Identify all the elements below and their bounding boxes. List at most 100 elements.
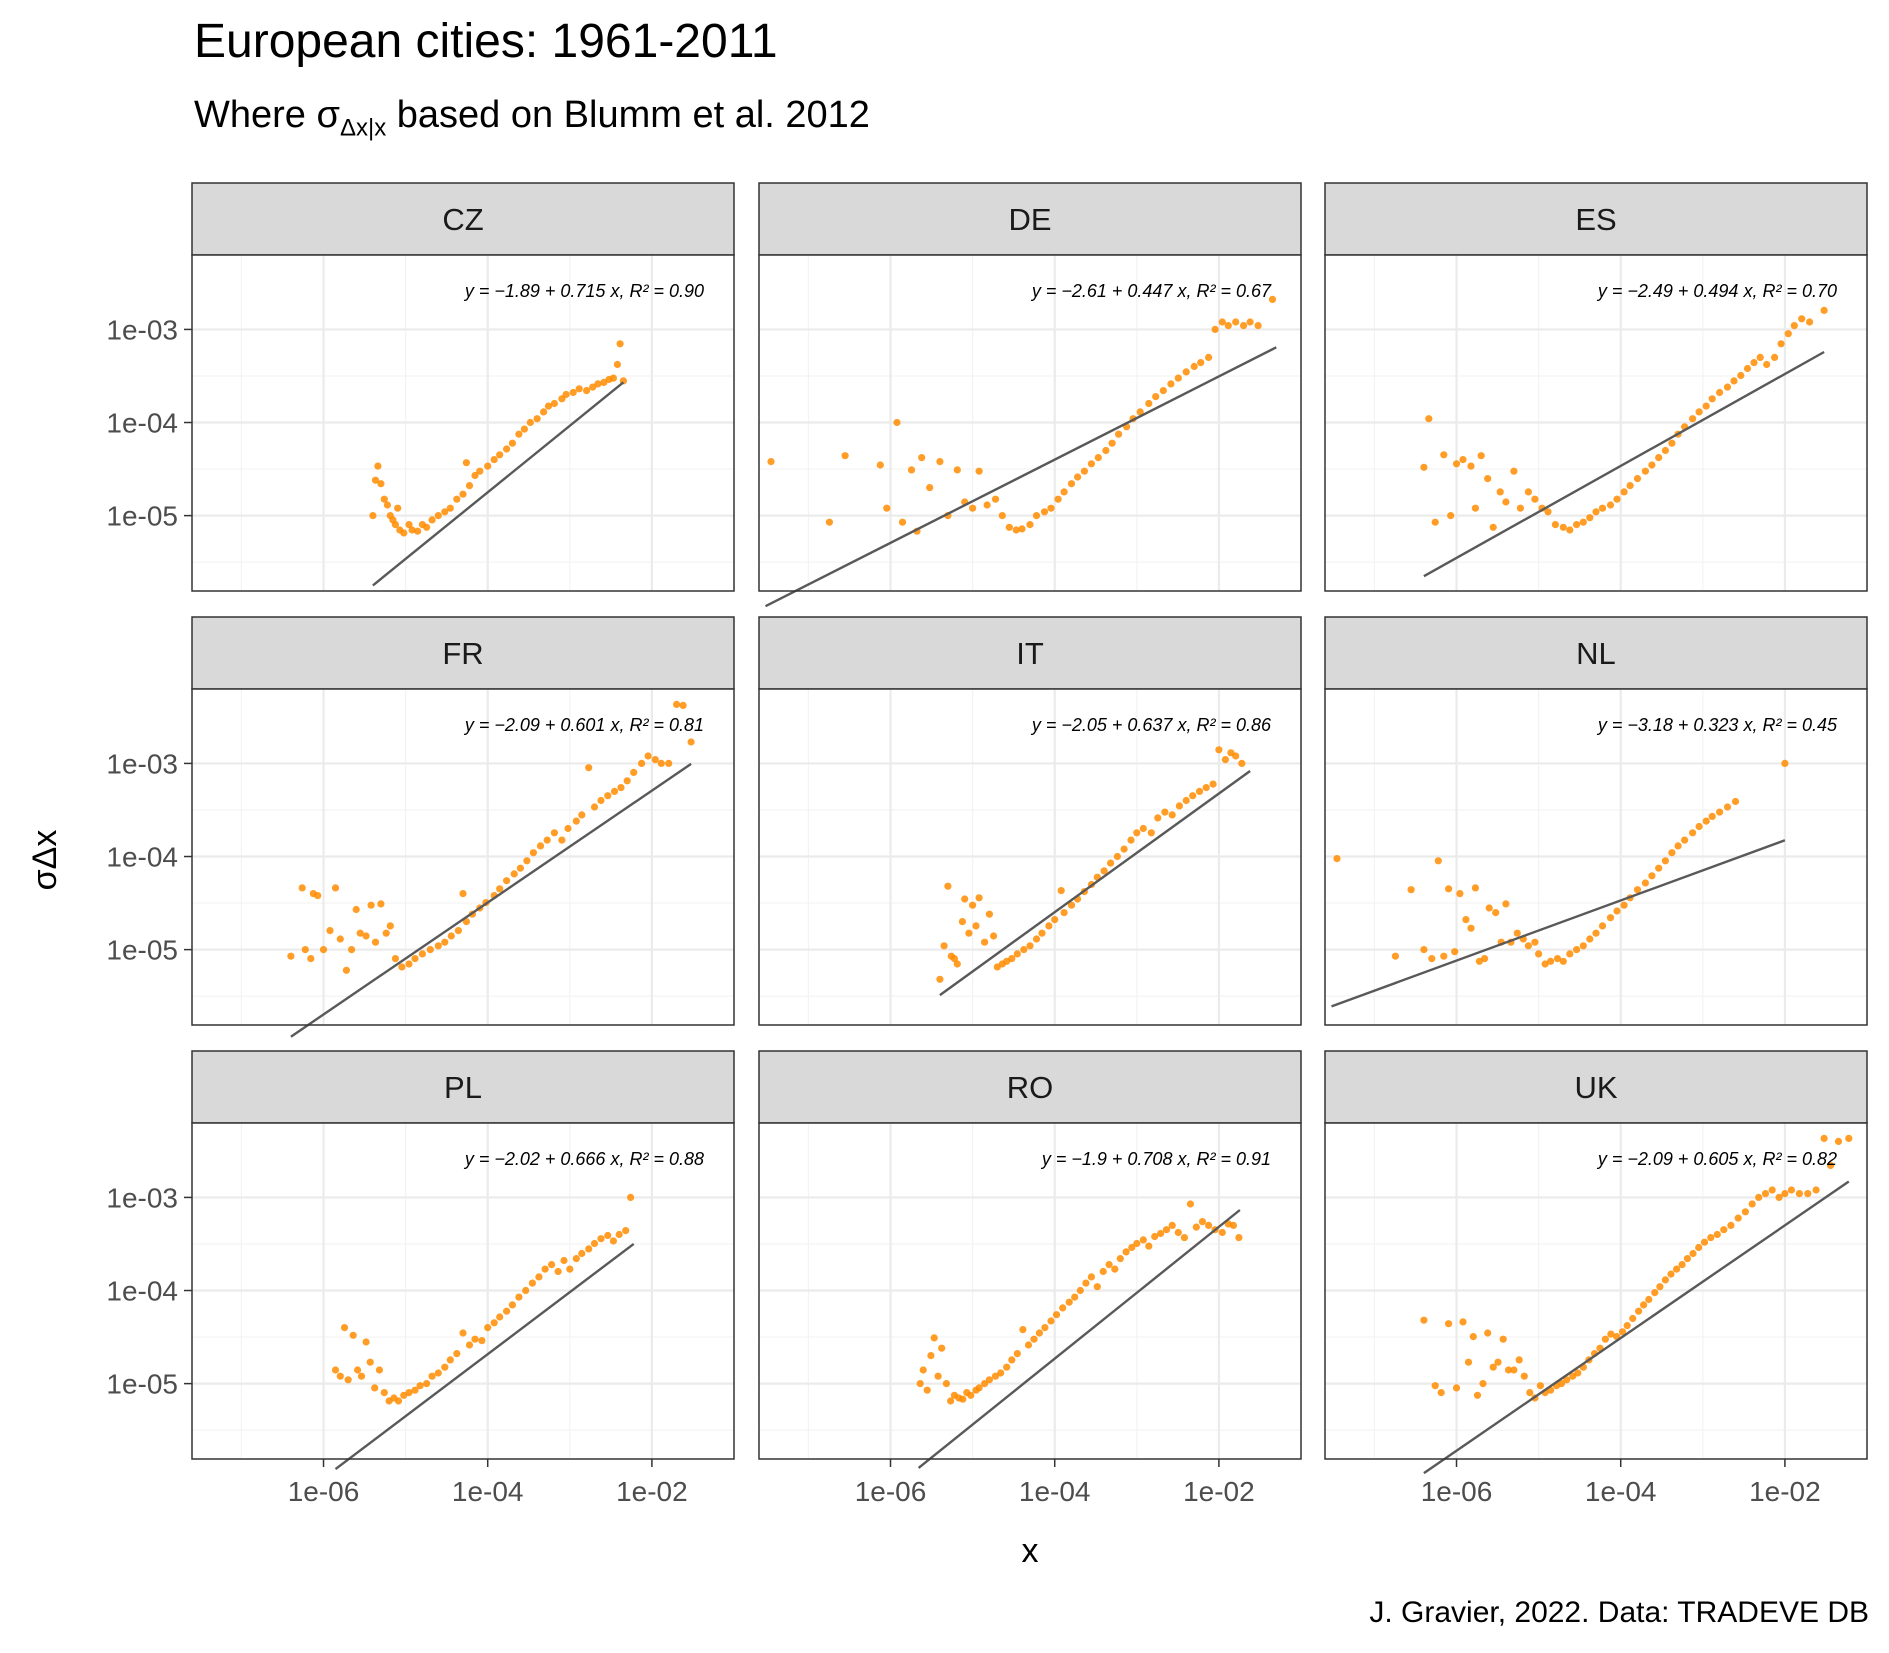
data-point [938,1344,946,1352]
data-point [1452,1384,1461,1392]
data-point [1547,957,1555,965]
facet-label: RO [1007,1070,1054,1105]
data-point [1407,886,1415,894]
fit-line [939,770,1251,997]
data-point [1734,1214,1742,1222]
data-point [398,963,406,971]
data-point [959,1395,967,1403]
data-point [462,918,470,926]
data-point [362,932,370,940]
data-point [1139,824,1147,833]
facet-label: FR [442,636,483,671]
data-point [1713,1230,1721,1239]
data-point [496,451,504,459]
data-point [1481,955,1489,963]
data-point [623,777,631,785]
data-point [1473,1391,1482,1399]
data-point [423,523,431,531]
data-point [597,1235,605,1243]
data-point [1668,849,1676,857]
facet-label: IT [1016,636,1044,671]
data-point [981,1380,989,1388]
data-point [434,511,442,520]
data-point [1238,759,1246,768]
data-point [1067,480,1076,488]
facet-strip [758,616,1302,690]
data-point [416,1382,424,1390]
data-point [1434,857,1442,865]
data-point [356,929,364,937]
data-point [1689,829,1697,837]
data-point [1018,525,1026,533]
data-point [1128,1243,1136,1252]
data-point [926,484,934,492]
data-point [665,759,673,768]
data-point [503,877,511,885]
data-point [1784,330,1792,338]
data-point [985,910,994,918]
data-point [307,955,315,963]
data-point [454,927,462,935]
data-point [1431,1382,1439,1390]
data-point [459,490,467,498]
data-point [907,466,916,474]
y-tick-label: 1e-03 [106,748,178,779]
data-point [391,521,399,529]
data-point [1827,1161,1835,1170]
data-point [1723,803,1732,811]
data-point [1107,859,1115,867]
facet-strip [1324,1050,1868,1124]
data-point [1467,462,1475,470]
data-point [975,467,983,475]
data-point [357,1372,366,1380]
data-point [651,756,659,764]
data-point [496,1313,504,1321]
data-point [533,415,541,423]
data-point [1489,523,1497,531]
x-tick-label: 1e-06 [1421,1476,1493,1507]
facet-label: PL [444,1070,482,1105]
data-point [985,1376,994,1384]
data-point [1008,1356,1016,1364]
fit-line [1423,350,1825,578]
data-point [958,918,967,926]
data-point [1464,1358,1473,1366]
data-point [1489,1363,1497,1371]
data-point [446,1356,454,1364]
data-point [1541,960,1549,968]
data-point [1159,387,1167,395]
panel-border [758,254,1302,592]
data-point [1731,797,1740,806]
data-point [1209,780,1217,788]
data-point [1175,802,1183,810]
data-point [476,467,484,475]
data-point [590,1239,599,1248]
data-point [1708,812,1716,821]
data-point [983,501,991,509]
y-axis-title: σΔx [26,830,64,891]
data-point [975,1384,983,1392]
data-point [1030,1335,1038,1343]
data-point [1246,318,1254,326]
data-point [1573,946,1581,954]
data-point [1094,454,1102,462]
data-point [414,527,422,535]
data-point [1116,1255,1124,1263]
data-point [446,504,454,512]
data-point [1012,526,1020,534]
facet-label: UK [1574,1070,1617,1105]
data-point [1168,811,1176,819]
data-point [386,922,394,930]
data-point [1531,495,1539,503]
data-point [459,890,467,898]
data-point [371,1384,379,1392]
data-point [1136,408,1144,416]
data-point [484,1324,492,1332]
data-point [1620,901,1628,909]
data-point [1720,1226,1728,1234]
data-point [1502,498,1510,506]
y-tick-label: 1e-03 [106,1182,178,1213]
data-point [1071,1293,1079,1301]
data-point [616,340,624,348]
